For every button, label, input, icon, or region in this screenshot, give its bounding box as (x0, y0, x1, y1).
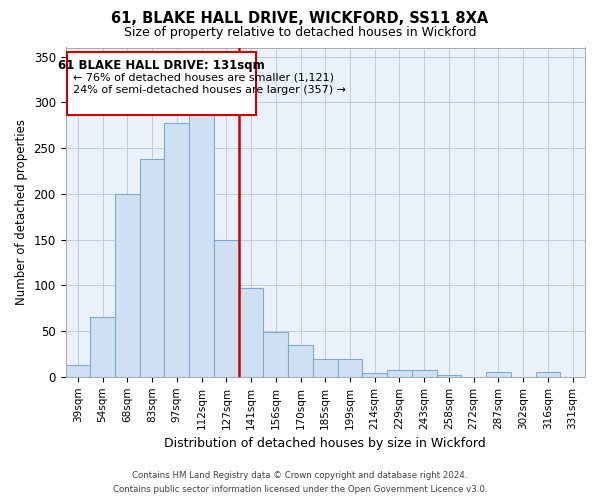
Text: 24% of semi-detached houses are larger (357) →: 24% of semi-detached houses are larger (… (73, 85, 346, 95)
Bar (387, 370, 412, 377)
Bar (115, 194, 140, 377)
Bar (338, 358, 362, 377)
Bar (437, 375, 461, 377)
Bar (140, 159, 164, 377)
Bar (486, 372, 511, 377)
Bar (65, 365, 90, 377)
Bar (313, 360, 338, 377)
Text: 61 BLAKE HALL DRIVE: 131sqm: 61 BLAKE HALL DRIVE: 131sqm (58, 60, 265, 72)
Bar (164, 124, 189, 377)
Bar (412, 370, 437, 377)
Text: 61, BLAKE HALL DRIVE, WICKFORD, SS11 8XA: 61, BLAKE HALL DRIVE, WICKFORD, SS11 8XA (112, 11, 488, 26)
FancyBboxPatch shape (67, 52, 256, 115)
Bar (239, 288, 263, 377)
Bar (362, 373, 387, 377)
Bar (288, 345, 313, 377)
Text: ← 76% of detached houses are smaller (1,121): ← 76% of detached houses are smaller (1,… (73, 72, 334, 82)
Text: Contains HM Land Registry data © Crown copyright and database right 2024.
Contai: Contains HM Land Registry data © Crown c… (113, 472, 487, 494)
X-axis label: Distribution of detached houses by size in Wickford: Distribution of detached houses by size … (164, 437, 486, 450)
Text: Size of property relative to detached houses in Wickford: Size of property relative to detached ho… (124, 26, 476, 39)
Bar (90, 318, 115, 377)
Bar (189, 112, 214, 377)
Bar (214, 240, 239, 377)
Y-axis label: Number of detached properties: Number of detached properties (15, 119, 28, 305)
Bar (263, 332, 288, 377)
Bar (536, 372, 560, 377)
